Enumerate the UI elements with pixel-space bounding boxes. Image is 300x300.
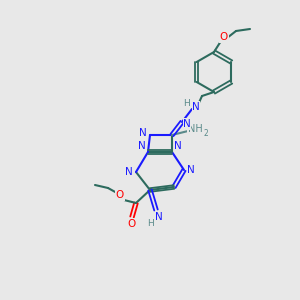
- Text: H: H: [183, 98, 189, 107]
- Text: O: O: [128, 219, 136, 229]
- Text: N: N: [174, 141, 182, 151]
- Text: H: H: [147, 218, 153, 227]
- Text: O: O: [220, 32, 228, 42]
- Text: NH: NH: [188, 124, 202, 134]
- Text: N: N: [125, 167, 133, 177]
- Text: O: O: [116, 190, 124, 200]
- Text: N: N: [183, 119, 191, 129]
- Text: N: N: [138, 141, 146, 151]
- Text: N: N: [155, 212, 163, 222]
- Text: N: N: [187, 165, 195, 175]
- Text: 2: 2: [204, 128, 208, 137]
- Text: N: N: [192, 102, 200, 112]
- Text: N: N: [139, 128, 147, 138]
